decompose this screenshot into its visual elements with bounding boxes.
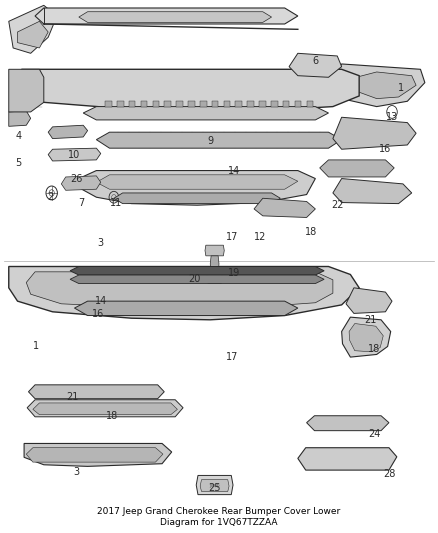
Text: 3: 3 <box>74 467 80 477</box>
Text: 17: 17 <box>226 232 238 242</box>
Text: 14: 14 <box>228 166 240 175</box>
Text: Jeep: Jeep <box>209 482 220 488</box>
Text: 1: 1 <box>398 83 404 93</box>
Polygon shape <box>9 69 44 112</box>
Polygon shape <box>307 101 313 107</box>
Polygon shape <box>295 101 301 107</box>
Text: 11: 11 <box>110 198 122 207</box>
Polygon shape <box>200 480 229 491</box>
Polygon shape <box>70 266 324 275</box>
Polygon shape <box>200 101 206 107</box>
Polygon shape <box>74 301 298 316</box>
Polygon shape <box>96 132 342 148</box>
Polygon shape <box>259 101 266 107</box>
Polygon shape <box>346 288 392 313</box>
Text: 6: 6 <box>312 56 318 66</box>
Text: 1: 1 <box>33 342 39 351</box>
Polygon shape <box>307 416 389 431</box>
Text: 17: 17 <box>226 352 238 362</box>
Polygon shape <box>205 245 224 256</box>
Text: 16: 16 <box>379 144 392 154</box>
Text: 9: 9 <box>207 136 213 146</box>
Polygon shape <box>24 443 172 466</box>
Text: 19: 19 <box>228 268 240 278</box>
Polygon shape <box>9 111 31 126</box>
Polygon shape <box>141 101 147 107</box>
Polygon shape <box>114 193 280 204</box>
Polygon shape <box>129 101 135 107</box>
Polygon shape <box>212 101 219 107</box>
Text: 18: 18 <box>305 227 317 237</box>
Polygon shape <box>28 385 164 399</box>
Polygon shape <box>9 266 359 320</box>
Polygon shape <box>271 101 278 107</box>
Text: 3: 3 <box>98 238 104 247</box>
Polygon shape <box>196 475 233 495</box>
Text: 26: 26 <box>71 174 83 183</box>
Polygon shape <box>96 175 298 189</box>
Polygon shape <box>33 403 177 415</box>
Polygon shape <box>247 101 254 107</box>
Polygon shape <box>176 101 183 107</box>
Polygon shape <box>79 12 272 22</box>
Text: 18: 18 <box>368 344 381 354</box>
Text: 13: 13 <box>386 112 398 122</box>
Polygon shape <box>26 448 163 462</box>
Polygon shape <box>349 324 383 352</box>
Text: 28: 28 <box>384 470 396 479</box>
Text: 18: 18 <box>106 411 118 421</box>
Polygon shape <box>298 448 397 470</box>
Polygon shape <box>61 176 101 190</box>
Text: 20: 20 <box>189 274 201 284</box>
Polygon shape <box>70 275 324 284</box>
Polygon shape <box>289 53 342 77</box>
Polygon shape <box>117 101 124 107</box>
Polygon shape <box>48 148 101 161</box>
Polygon shape <box>342 317 391 357</box>
Polygon shape <box>188 101 194 107</box>
Text: 14: 14 <box>95 296 107 306</box>
Polygon shape <box>105 101 112 107</box>
Polygon shape <box>210 256 219 273</box>
Polygon shape <box>333 179 412 204</box>
Polygon shape <box>48 125 88 139</box>
Text: 2: 2 <box>47 192 53 202</box>
Polygon shape <box>283 101 290 107</box>
Polygon shape <box>236 101 242 107</box>
Text: 22: 22 <box>331 200 343 210</box>
Polygon shape <box>320 160 394 177</box>
Polygon shape <box>9 5 57 53</box>
Text: 21: 21 <box>66 392 78 402</box>
Polygon shape <box>152 101 159 107</box>
Text: 24: 24 <box>368 430 381 439</box>
Text: 12: 12 <box>254 232 267 242</box>
Polygon shape <box>333 117 416 149</box>
Polygon shape <box>26 272 333 308</box>
Text: 25: 25 <box>208 483 221 492</box>
Polygon shape <box>224 101 230 107</box>
Polygon shape <box>35 8 298 24</box>
Text: 10: 10 <box>68 150 81 159</box>
Polygon shape <box>83 107 328 120</box>
Polygon shape <box>207 271 223 284</box>
Text: 21: 21 <box>364 315 376 325</box>
Polygon shape <box>27 400 183 417</box>
Polygon shape <box>18 21 48 48</box>
Text: 16: 16 <box>92 310 105 319</box>
Text: 5: 5 <box>15 158 21 167</box>
Polygon shape <box>13 69 359 112</box>
Polygon shape <box>164 101 171 107</box>
Text: 4: 4 <box>15 131 21 141</box>
Polygon shape <box>254 198 315 217</box>
Text: 7: 7 <box>78 198 84 207</box>
Polygon shape <box>328 64 425 107</box>
Text: 2017 Jeep Grand Cherokee Rear Bumper Cover Lower
Diagram for 1VQ67TZZAA: 2017 Jeep Grand Cherokee Rear Bumper Cov… <box>97 507 341 527</box>
Polygon shape <box>346 72 416 99</box>
Polygon shape <box>79 171 315 205</box>
